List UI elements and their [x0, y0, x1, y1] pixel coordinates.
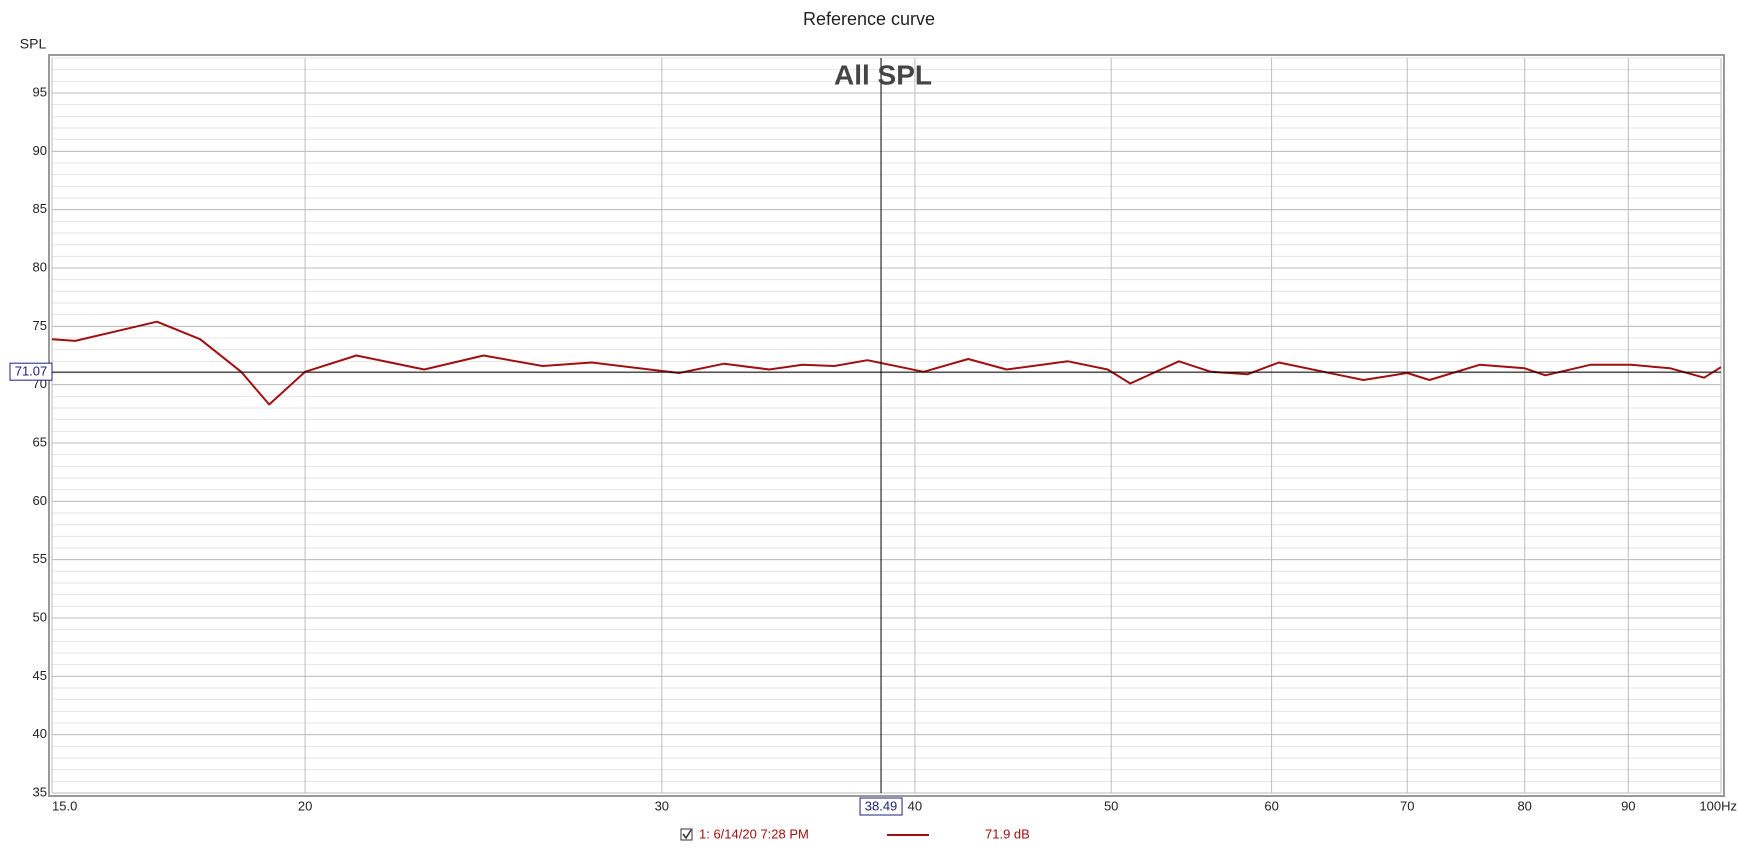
- x-tick-label: 90: [1621, 798, 1635, 813]
- legend-readout: 71.9 dB: [985, 826, 1030, 841]
- y-tick-label: 80: [33, 259, 47, 274]
- chart-title: Reference curve: [803, 9, 935, 29]
- data-line: [51, 320, 1722, 406]
- legend-label: 1: 6/14/20 7:28 PM: [699, 826, 809, 841]
- y-tick-label: 75: [33, 318, 47, 333]
- cursor-y-label: 71.07: [15, 364, 48, 379]
- x-tick-label: 40: [908, 798, 922, 813]
- y-tick-label: 50: [33, 609, 47, 624]
- y-tick-label: 85: [33, 201, 47, 216]
- legend-checkbox[interactable]: [680, 828, 693, 841]
- cursor-x-label: 38.49: [865, 798, 898, 813]
- x-tick-label: 60: [1264, 798, 1278, 813]
- x-tick-label: 15.0: [52, 798, 77, 813]
- y-tick-label: 65: [33, 434, 47, 449]
- checkmark: [682, 829, 692, 840]
- x-tick-label: 70: [1400, 798, 1414, 813]
- y-tick-label: 55: [33, 551, 47, 566]
- x-tick-label: 50: [1104, 798, 1118, 813]
- cursor-y-box: [9, 362, 53, 381]
- y-tick-label: 35: [33, 784, 47, 799]
- plot-frame: [48, 54, 1725, 797]
- cursor-x-box: [859, 797, 903, 816]
- annotation: All SPL: [834, 59, 932, 90]
- y-tick-label: 90: [33, 143, 47, 158]
- y-tick-label: 40: [33, 726, 47, 741]
- y-tick-label: 95: [33, 84, 47, 99]
- plot-area: [51, 57, 1722, 794]
- x-tick-label: 100Hz: [1699, 798, 1737, 813]
- y-tick-label: 45: [33, 668, 47, 683]
- x-tick-label: 20: [298, 798, 312, 813]
- plot-background: [52, 58, 1721, 793]
- x-tick-label: 80: [1517, 798, 1531, 813]
- y-tick-label: 60: [33, 493, 47, 508]
- x-tick-label: 30: [655, 798, 669, 813]
- y-axis-label: SPL: [20, 36, 47, 52]
